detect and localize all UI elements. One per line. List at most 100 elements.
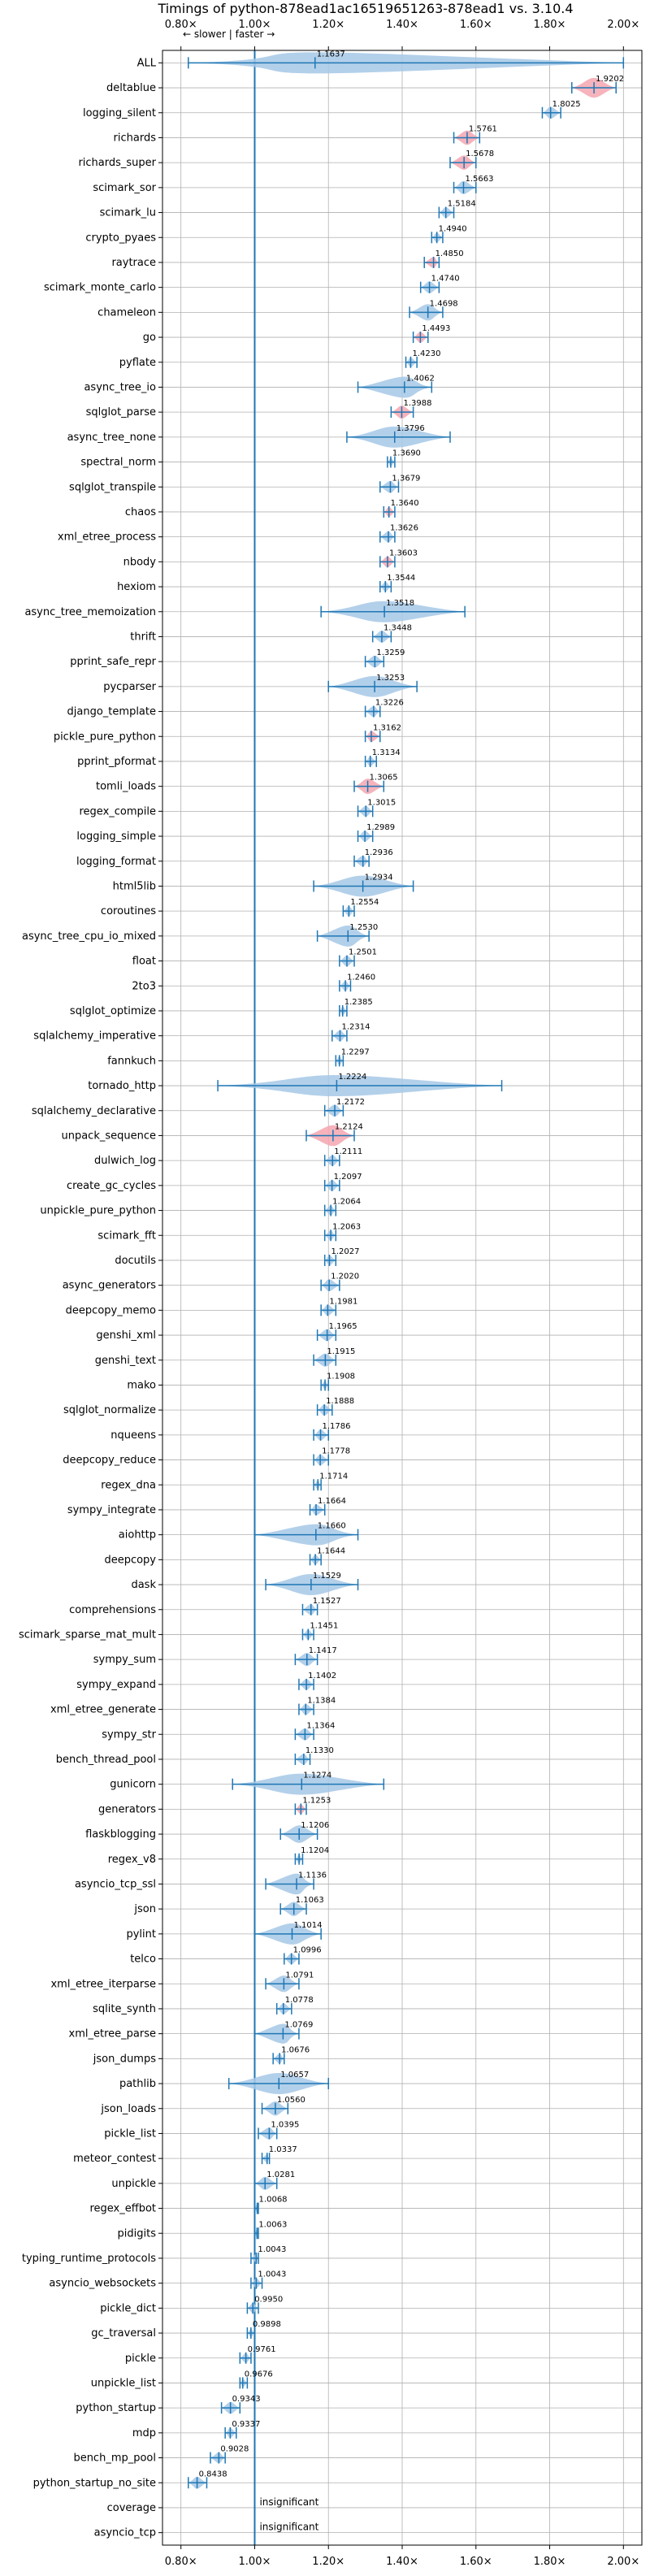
benchmark-name: scimark_fft [98,1229,156,1242]
value-label: 1.2501 [349,948,377,957]
x-tick-label: 1.00× [239,19,271,31]
x-tick-label: 1.20× [312,19,344,31]
value-label: 1.3518 [386,599,414,608]
benchmark-name: coroutines [101,905,156,917]
value-label: 1.2064 [332,1198,361,1207]
benchmark-name: bench_thread_pool [56,1754,156,1766]
benchmark-name: json_loads [100,2103,156,2115]
benchmark-name: async_generators [63,1280,157,1292]
benchmark-name: docutils [115,1255,156,1267]
value-label: 1.0769 [284,2021,313,2030]
benchmark-name: coverage [107,2502,156,2514]
value-label: 1.2063 [332,1222,361,1231]
benchmark-name: json_dumps [93,2053,156,2065]
value-label: 0.9343 [232,2395,261,2404]
benchmark-name: pycparser [103,681,156,693]
value-label: 1.5184 [448,200,476,209]
value-label: 1.4940 [439,224,467,233]
value-label: 1.0676 [281,2045,310,2054]
value-label: 1.1014 [293,1921,322,1930]
value-label: 1.1417 [309,1646,337,1655]
violin-marks [188,50,625,2545]
value-label: 1.1981 [329,1297,358,1306]
benchmark-name: raytrace [111,257,156,269]
value-label: 1.2297 [341,1047,370,1056]
value-label: 1.1915 [327,1347,355,1356]
benchmark-name: scimark_lu [100,207,156,219]
value-label: 1.1204 [301,1846,329,1855]
value-label: 1.3134 [372,748,401,757]
value-label: 1.1402 [308,1672,336,1680]
plot-frame [162,50,643,2546]
benchmark-name: regex_dna [101,1479,156,1491]
benchmark-name: pprint_pformat [77,756,156,768]
x-tick-label: 1.80× [534,19,566,31]
benchmark-name: scimark_sparse_mat_mult [19,1628,156,1641]
value-label: 1.2460 [347,973,375,982]
benchmark-name: xml_etree_process [58,531,156,544]
benchmark-name: bench_mp_pool [73,2452,156,2465]
value-label: 1.3162 [373,723,401,732]
benchmark-name: asyncio_tcp [94,2527,156,2539]
benchmark-name: asyncio_tcp_ssl [75,1878,156,1890]
chart-title: Timings of python-878ead1ac16519651263-8… [157,1,573,16]
benchmark-name: sympy_expand [76,1679,156,1691]
value-label: 1.1778 [322,1447,350,1456]
value-label: 1.4230 [412,349,440,358]
x-tick-label: 1.20× [312,2556,344,2568]
value-label: 1.3626 [390,524,418,533]
value-label: 1.3679 [392,474,420,483]
value-label: 1.1714 [319,1472,348,1481]
benchmark-name: asyncio_websockets [49,2278,156,2290]
benchmark-name: logging_simple [76,830,156,843]
benchmark-name: python_startup [76,2402,156,2414]
benchmark-name: async_tree_none [67,432,156,444]
value-label: 1.0791 [285,1971,314,1980]
benchmark-name: deltablue [106,82,156,94]
benchmark-name: dulwich_log [94,1155,156,1167]
benchmark-name: scimark_sor [93,182,156,194]
benchmark-name: hexiom [117,581,156,593]
value-label: 1.1888 [326,1397,354,1406]
value-label: 1.1908 [327,1372,355,1381]
grid-lines [162,50,642,2545]
benchmark-name: sqlglot_transpile [69,481,156,493]
value-label: 1.4062 [406,374,435,383]
value-label: 1.3065 [370,774,398,783]
benchmark-name: gc_traversal [91,2327,156,2340]
value-label: 1.3253 [376,674,405,683]
value-label: 1.3603 [389,549,418,557]
benchmark-name: pathlib [119,2078,156,2090]
value-label: 1.2097 [334,1173,362,1182]
benchmark-name: logging_silent [83,107,156,119]
value-label: 1.0043 [258,2270,286,2279]
value-label: 1.5678 [466,150,494,158]
value-label: 0.9028 [220,2445,249,2454]
value-label: 1.3259 [376,648,405,657]
value-label: 1.1253 [302,1796,331,1805]
value-label: 1.3640 [391,499,419,508]
benchmark-name: pickle_dict [100,2302,156,2314]
value-label: 1.1529 [313,1572,341,1581]
benchmark-name: nbody [124,556,157,568]
benchmark-name: html5lib [113,880,156,892]
x-tick-label: 1.40× [386,2556,418,2568]
x-tick-label: 1.60× [460,19,492,31]
benchmark-name: chaos [125,506,156,518]
value-label: 1.2385 [344,998,373,1007]
value-label: 1.2224 [338,1073,366,1082]
benchmark-name: tomli_loads [96,781,156,793]
benchmark-name: meteor_contest [73,2153,156,2165]
benchmark-name: 2to3 [132,980,156,992]
benchmark-name: sympy_str [102,1728,156,1741]
value-label: 1.1660 [318,1522,346,1531]
value-label: 1.0560 [277,2096,306,2105]
benchmark-name: spectral_norm [80,457,156,469]
benchmark-name: create_gc_cycles [67,1180,156,1192]
benchmark-name: mdp [132,2427,156,2439]
value-label: 1.1330 [306,1746,334,1755]
benchmark-name: flaskblogging [85,1828,156,1841]
benchmark-name: regex_effbot [89,2203,156,2215]
x-tick-label: 1.80× [534,2556,566,2568]
benchmark-name: richards [114,132,157,144]
